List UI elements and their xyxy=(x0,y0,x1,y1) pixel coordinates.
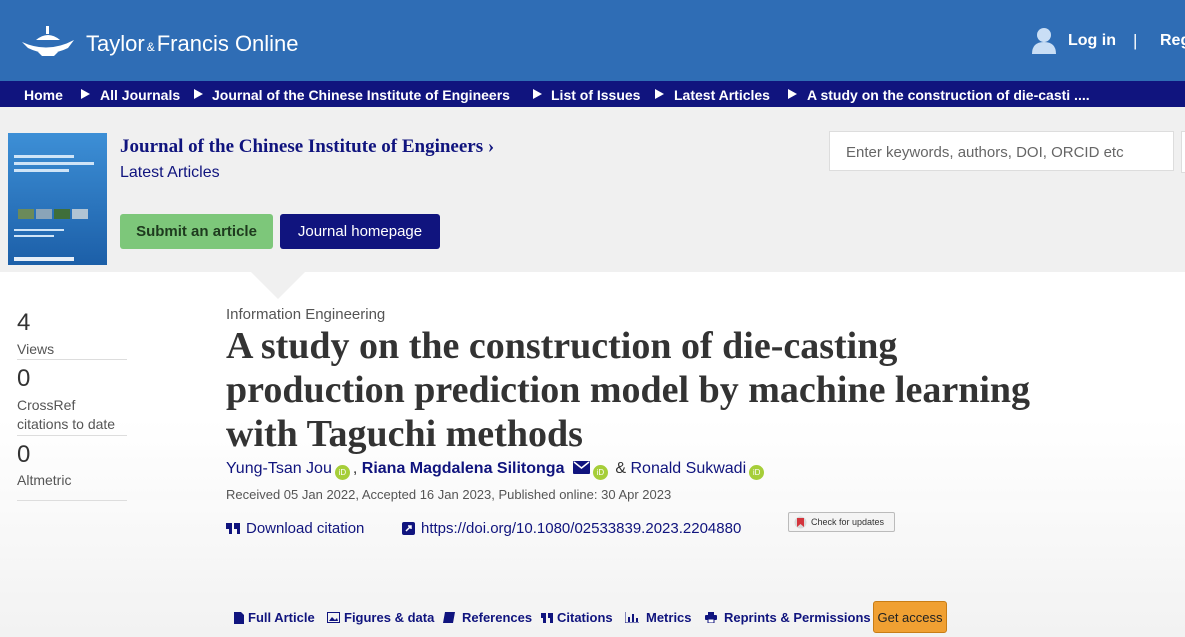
doi-link[interactable]: https://doi.org/10.1080/02533839.2023.22… xyxy=(402,520,741,537)
search-input[interactable]: Enter keywords, authors, DOI, ORCID etc xyxy=(829,131,1174,171)
divider: | xyxy=(1133,31,1138,50)
download-citation[interactable]: Download citation xyxy=(226,520,364,537)
logo-brand[interactable]: Taylor xyxy=(86,31,145,56)
divider-line xyxy=(17,359,127,360)
article-area xyxy=(0,272,1185,637)
tab-label[interactable]: Full Article xyxy=(248,610,315,625)
breadcrumb-item: A study on the construction of die-casti… xyxy=(807,87,1090,103)
tab-label[interactable]: References xyxy=(462,610,533,625)
breadcrumb-separator xyxy=(788,89,797,99)
tab[interactable]: Figures & data xyxy=(327,610,434,625)
tab[interactable]: Full Article xyxy=(234,610,315,625)
logo-text[interactable]: Taylor &Francis Online xyxy=(86,31,299,57)
breadcrumb-item[interactable]: Latest Articles xyxy=(674,87,770,103)
author-list: Yung-Tsan Jou iD, Riana Magdalena Siliton… xyxy=(226,460,767,480)
search-placeholder: Enter keywords, authors, DOI, ORCID etc xyxy=(846,144,1124,161)
breadcrumb-separator xyxy=(533,89,542,99)
submit-button[interactable]: Submit an article xyxy=(120,214,273,249)
metric-value: 4 xyxy=(17,309,31,336)
login-link[interactable]: Log in xyxy=(1068,32,1116,49)
orcid-icon[interactable]: iD xyxy=(749,465,765,480)
journal-banner: Journal of the Chinese Institute of Engi… xyxy=(0,107,1185,272)
journal-cover[interactable] xyxy=(8,133,107,265)
journal-title[interactable]: Journal of the Chinese Institute of Engi… xyxy=(120,136,484,157)
tab[interactable]: References xyxy=(443,610,532,625)
check-updates-badge[interactable]: Check for updates xyxy=(788,512,895,532)
email-icon[interactable] xyxy=(572,461,590,474)
breadcrumb-separator xyxy=(81,89,90,99)
breadcrumb-item[interactable]: Home xyxy=(24,87,63,103)
logo-amp[interactable]: & xyxy=(146,40,155,54)
metric-value: 0 xyxy=(17,441,31,468)
chevron[interactable]: › xyxy=(487,136,495,157)
article-section: Information Engineering xyxy=(226,306,386,323)
doi-text[interactable]: https://doi.org/10.1080/02533839.2023.22… xyxy=(421,520,742,537)
link-icon xyxy=(402,522,415,535)
quote-icon xyxy=(226,523,240,534)
tab[interactable]: Metrics xyxy=(625,610,692,625)
tab-label[interactable]: Figures & data xyxy=(344,610,435,625)
user-icon[interactable] xyxy=(1032,27,1056,54)
author[interactable]: Yung-Tsan Jou xyxy=(226,460,332,477)
tab-label[interactable]: Metrics xyxy=(646,610,692,625)
divider-line xyxy=(17,500,127,501)
check-updates-text[interactable]: Check for updates xyxy=(811,517,885,527)
tab-icon xyxy=(234,611,244,624)
breadcrumb-item[interactable]: All Journals xyxy=(100,87,181,103)
metric-value: 0 xyxy=(17,365,31,392)
title-line: production prediction model by machine l… xyxy=(226,369,1031,411)
divider-line xyxy=(17,435,127,436)
metric-label: Views xyxy=(17,341,55,357)
breadcrumb-separator xyxy=(194,89,203,99)
breadcrumb-item[interactable]: List of Issues xyxy=(551,87,641,103)
tab[interactable]: Citations xyxy=(541,610,613,625)
search-button[interactable] xyxy=(1181,131,1185,173)
journal-subtitle[interactable]: Latest Articles xyxy=(120,164,220,181)
breadcrumb-item[interactable]: Journal of the Chinese Institute of Engi… xyxy=(212,87,510,103)
tab-label[interactable]: Reprints & Permissions xyxy=(724,610,871,625)
metric-label: Altmetric xyxy=(17,472,72,488)
tab[interactable]: Reprints & Permissions xyxy=(705,610,871,625)
title-line: with Taguchi methods xyxy=(226,413,583,455)
metric-label: CrossRef citations to date xyxy=(17,397,116,432)
pointer xyxy=(251,272,305,299)
orcid-icon[interactable]: iD xyxy=(334,465,350,480)
tab-label[interactable]: Citations xyxy=(557,610,613,625)
separator: , xyxy=(352,460,358,477)
logo-brand[interactable]: Francis Online xyxy=(156,31,299,56)
author[interactable]: Riana Magdalena Silitonga xyxy=(361,460,565,477)
separator: & xyxy=(615,460,627,477)
tab-icon xyxy=(541,612,553,623)
homepage-button[interactable]: Journal homepage xyxy=(280,214,440,249)
crossmark-icon xyxy=(794,516,807,528)
publication-dates: Received 05 Jan 2022, Accepted 16 Jan 20… xyxy=(226,487,672,502)
download-citation-text[interactable]: Download citation xyxy=(246,520,365,537)
breadcrumb-separator xyxy=(655,89,664,99)
tab-icon xyxy=(705,612,717,623)
article-title: A study on the construction of die-casti… xyxy=(226,324,1030,456)
tab-icon xyxy=(443,612,455,623)
orcid-icon[interactable]: iD xyxy=(592,465,608,480)
breadcrumb: Home All Journals Journal of the Chinese… xyxy=(0,81,1185,107)
tab-icon xyxy=(327,612,340,623)
author[interactable]: Ronald Sukwadi xyxy=(630,460,747,477)
title-line: A study on the construction of die-casti… xyxy=(226,325,898,367)
site-header: Taylor&Francis Online Log in | Register xyxy=(0,0,1185,81)
register-link[interactable]: Register xyxy=(1160,32,1185,49)
logo-lamp xyxy=(22,26,74,56)
get-access-button[interactable]: Get access xyxy=(873,601,947,633)
tab-icon xyxy=(625,612,639,623)
